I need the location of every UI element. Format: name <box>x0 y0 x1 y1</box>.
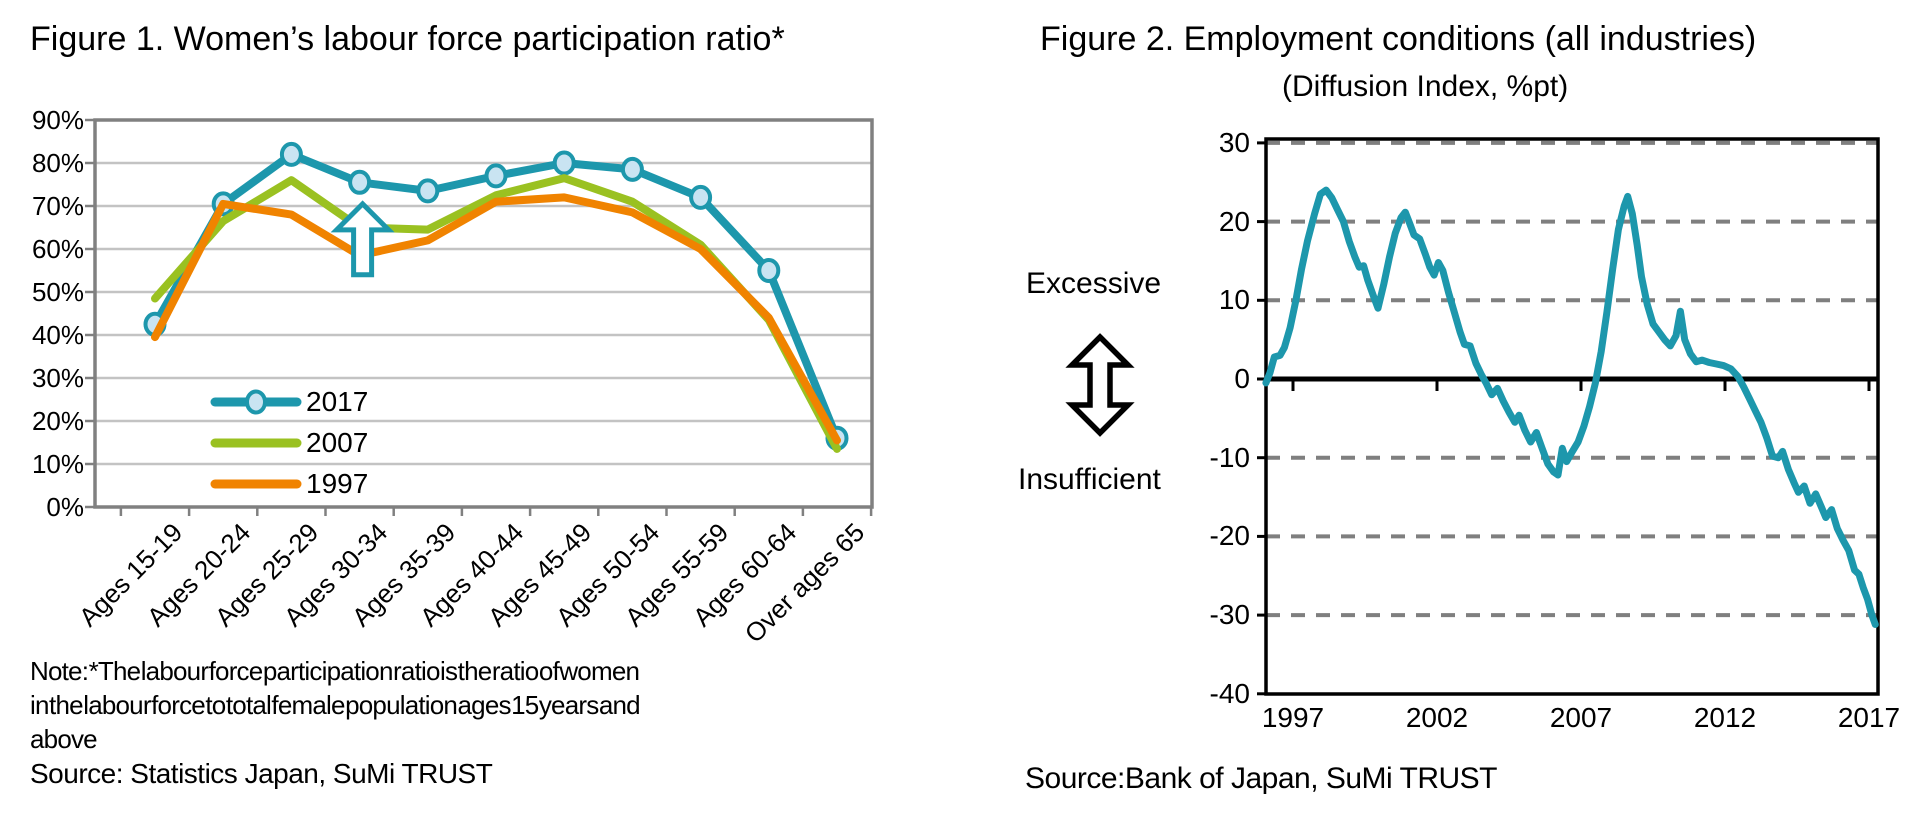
data-point-marker-2017 <box>484 163 508 189</box>
fig1-y-tick-label: 90% <box>31 105 84 135</box>
fig2-y-tick-label: -10 <box>1209 441 1250 473</box>
fig2-plot-frame <box>1264 137 1880 696</box>
figure2-subtitle: (Diffusion Index, %pt) <box>1282 70 1569 103</box>
legend-marker-2017 <box>245 389 267 415</box>
fig2-x-tick-label: 2017 <box>1837 702 1901 733</box>
fig2-y-tick-label: -20 <box>1209 520 1250 552</box>
fig2-y-tick-label: -40 <box>1209 677 1250 709</box>
fig2-x-tick-label: 1997 <box>1261 702 1325 733</box>
fig2-x-tick-label: 2002 <box>1405 702 1469 733</box>
figure2-insufficient-label: Insufficient <box>1018 463 1161 496</box>
figure1-source: Source: Statistics Japan, SuMi TRUST <box>30 758 493 789</box>
data-point-marker-2017 <box>757 258 781 283</box>
fig1-y-tick-label: 20% <box>31 406 84 436</box>
figure1-title: Figure 1. Women’s labour force participa… <box>30 20 785 58</box>
legend-label-2017: 2017 <box>306 386 369 417</box>
figure1-note-line-1: Note: *The labour force participation ra… <box>30 656 640 686</box>
data-point-marker-2017 <box>279 141 303 167</box>
fig1-y-tick-label: 40% <box>31 320 84 350</box>
legend-label-1997: 1997 <box>306 468 369 499</box>
fig2-y-tick-label: 30 <box>1218 126 1250 158</box>
up-arrow-annotation <box>330 200 395 278</box>
series-line-employment-di <box>1262 186 1879 628</box>
fig1-y-tick-label: 30% <box>31 363 84 393</box>
fig1-y-tick-label: 10% <box>31 449 84 479</box>
fig1-y-tick-label: 60% <box>31 234 84 264</box>
data-point-marker-2017 <box>552 150 576 176</box>
fig1-plot-frame <box>93 118 874 509</box>
fig2-y-tick-label: 10 <box>1218 284 1250 316</box>
fig1-y-tick-label: 70% <box>31 191 84 221</box>
fig1-y-tick-label: 50% <box>31 277 84 307</box>
up-down-arrow-icon <box>1065 333 1135 437</box>
figure1-note-line-2: in the labour force to total female popu… <box>30 690 641 720</box>
figure2-title: Figure 2. Employment conditions (all ind… <box>1040 20 1757 58</box>
data-point-marker-2017 <box>620 156 644 182</box>
fig1-y-tick-label: 0% <box>46 492 84 522</box>
fig2-y-tick-label: 20 <box>1218 205 1250 237</box>
fig2-x-tick-label: 2012 <box>1693 702 1757 733</box>
data-point-marker-2017 <box>689 184 713 210</box>
figure1-note-line-3: above <box>30 724 98 754</box>
fig1-y-tick-label: 80% <box>31 148 84 178</box>
fig2-x-tick-label: 2007 <box>1549 702 1613 733</box>
data-point-marker-2017 <box>348 169 372 195</box>
data-point-marker-2017 <box>416 178 440 204</box>
fig2-y-tick-label: 0 <box>1234 363 1250 394</box>
series-line-1997 <box>151 193 841 445</box>
figure2-source: Source:Bank of Japan, SuMi TRUST <box>1025 762 1498 795</box>
figure2-excessive-label: Excessive <box>1026 267 1162 300</box>
fig2-y-tick-label: -30 <box>1209 599 1250 631</box>
legend-label-2007: 2007 <box>306 427 369 458</box>
